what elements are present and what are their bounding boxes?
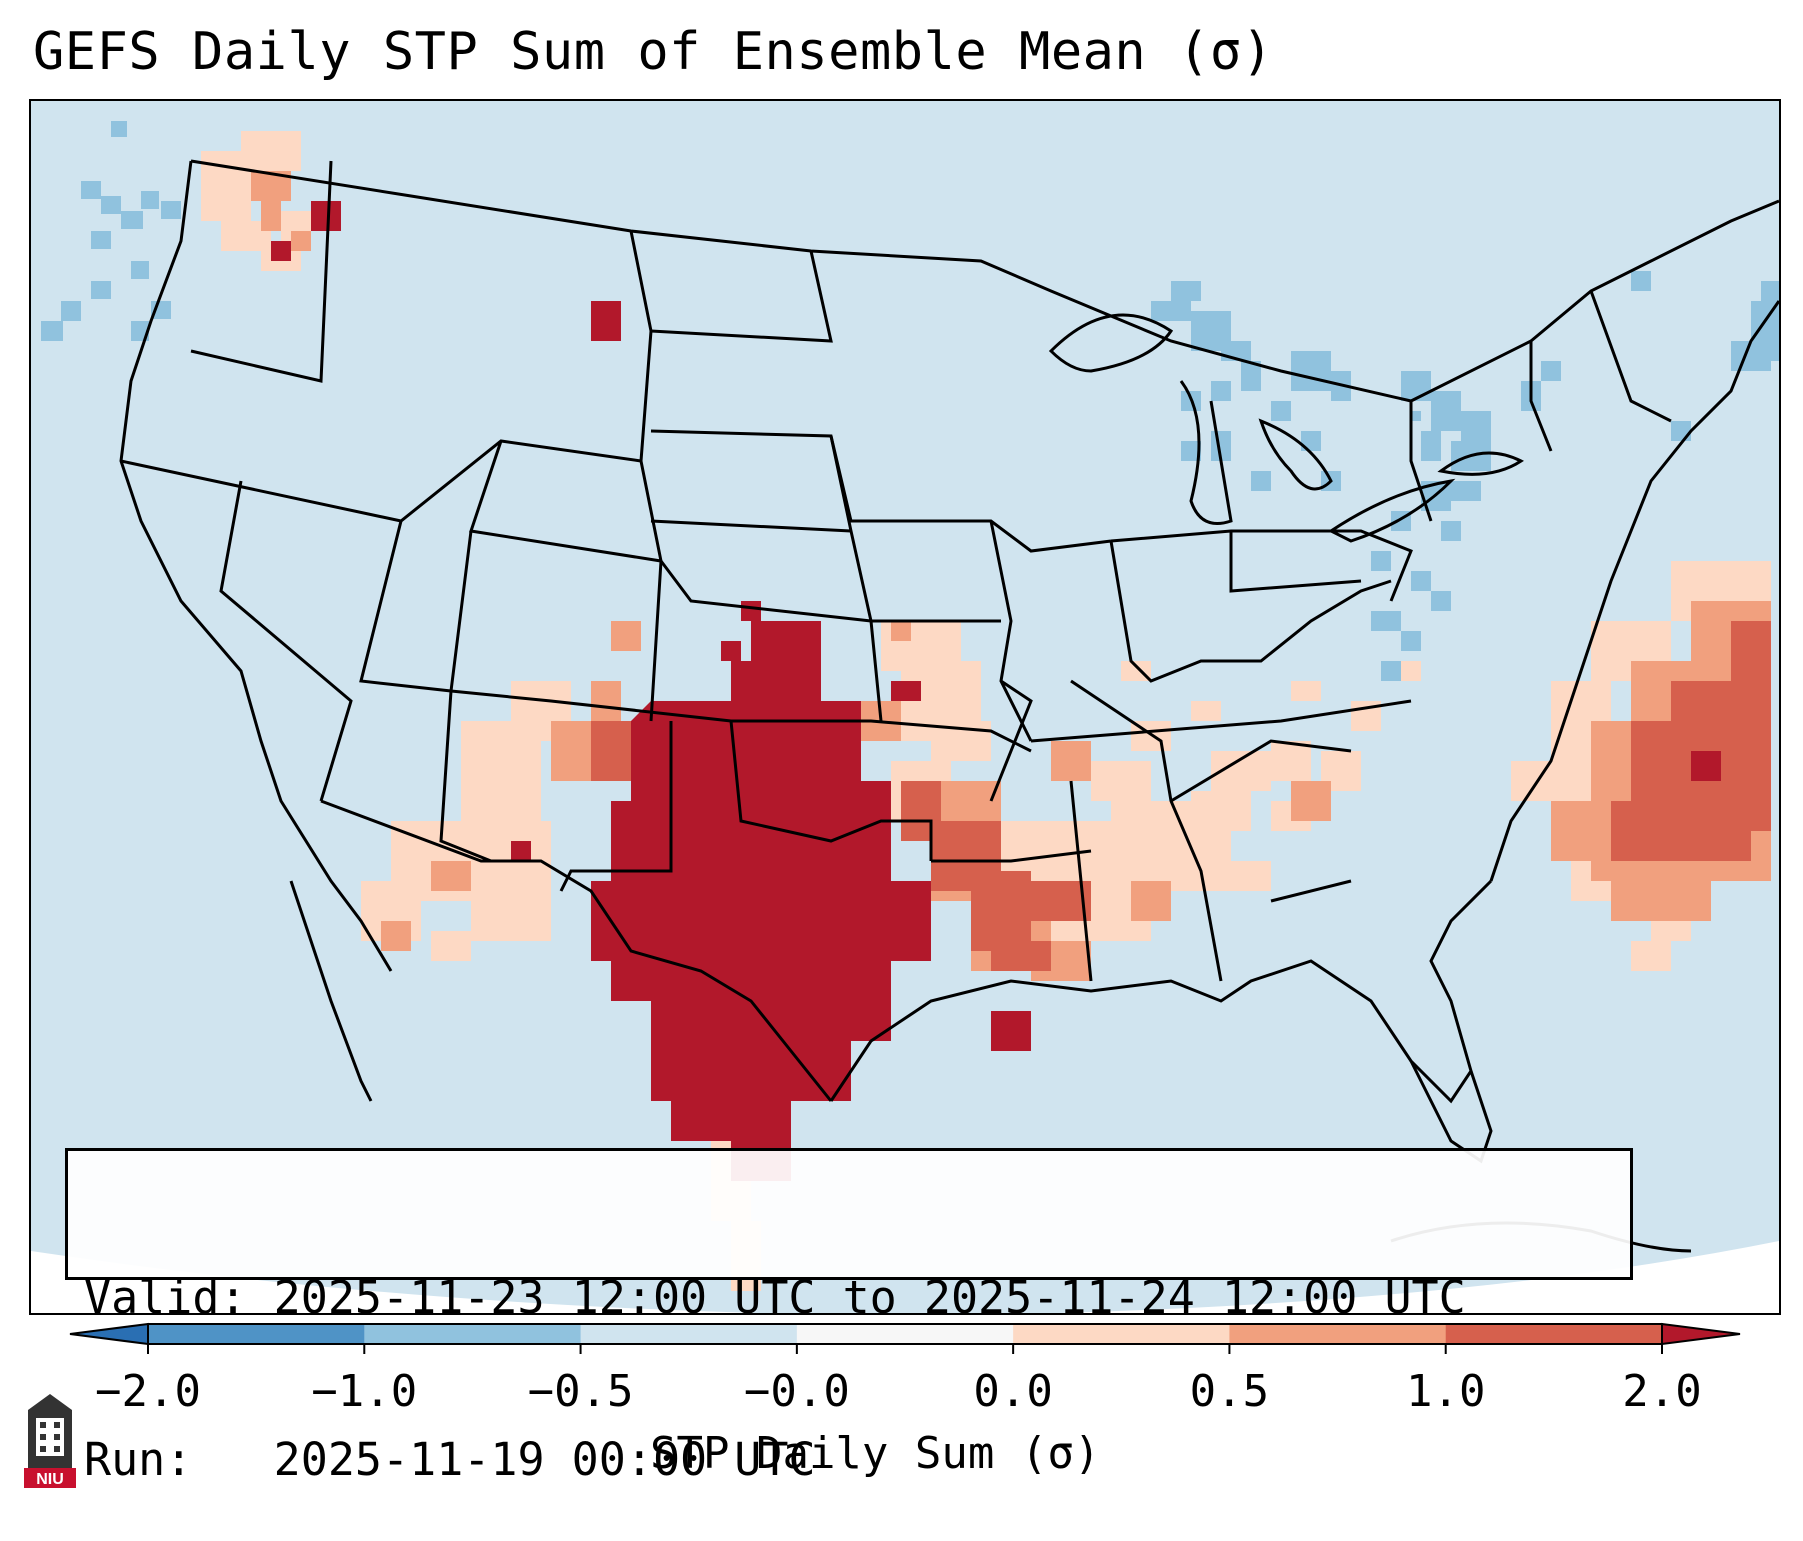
- colorbar-tick-label: 0.5: [1189, 1366, 1270, 1417]
- colorbar-tick-label: −1.0: [311, 1366, 418, 1417]
- colorbar-label: STP Daily Sum (σ): [650, 1428, 1101, 1479]
- colorbar-segment: [1229, 1324, 1447, 1344]
- colorbar-extend-max: [1661, 1322, 1741, 1346]
- run-label: Run:: [84, 1433, 193, 1486]
- colorbar: [69, 1322, 1741, 1354]
- run-row: Run: 2025-11-19 00:00 UTC: [84, 1433, 1630, 1487]
- chart-title: GEFS Daily STP Sum of Ensemble Mean (σ): [33, 22, 1274, 82]
- colorbar-segments: [69, 1322, 1741, 1346]
- extreme-positive-layer: [271, 201, 1721, 1181]
- colorbar-tick-label: −2.0: [95, 1366, 201, 1417]
- niu-logo: NIU: [24, 1394, 76, 1488]
- colorbar-segment: [1013, 1324, 1230, 1344]
- colorbar-segment: [364, 1324, 582, 1344]
- domain-edge: [31, 1241, 1779, 1313]
- map-frame: [29, 99, 1781, 1315]
- valid-label: Valid:: [84, 1271, 247, 1324]
- logo-text: NIU: [36, 1471, 64, 1488]
- colorbar-ticks: [147, 1344, 1663, 1354]
- colorbar-segment: [1445, 1324, 1663, 1344]
- colorbar-outline: [147, 1323, 1663, 1345]
- run-value: 2025-11-19 00:00 UTC: [273, 1433, 816, 1486]
- valid-value: 2025-11-23 12:00 UTC to 2025-11-24 12:00…: [273, 1271, 1466, 1324]
- colorbar-tick-label: −0.5: [527, 1366, 634, 1417]
- colorbar-tick-label: 0.0: [973, 1366, 1053, 1417]
- colorbar-tick-label: −0.0: [743, 1366, 850, 1417]
- colorbar-segment: [148, 1324, 365, 1344]
- colorbar-segment: [580, 1324, 798, 1344]
- colorbar-tick-label: 2.0: [1622, 1366, 1702, 1417]
- strong-positive-layer: [591, 621, 1771, 971]
- valid-row: Valid: 2025-11-23 12:00 UTC to 2025-11-2…: [84, 1271, 1630, 1325]
- colorbar-tick-label: 1.0: [1405, 1366, 1486, 1417]
- colorbar-extend-min: [69, 1322, 149, 1346]
- negative-anomaly-layer: [41, 121, 1779, 681]
- colorbar-segment: [796, 1324, 1014, 1344]
- stp-map: [31, 101, 1779, 1313]
- valid-time-box: Valid: 2025-11-23 12:00 UTC to 2025-11-2…: [65, 1148, 1633, 1486]
